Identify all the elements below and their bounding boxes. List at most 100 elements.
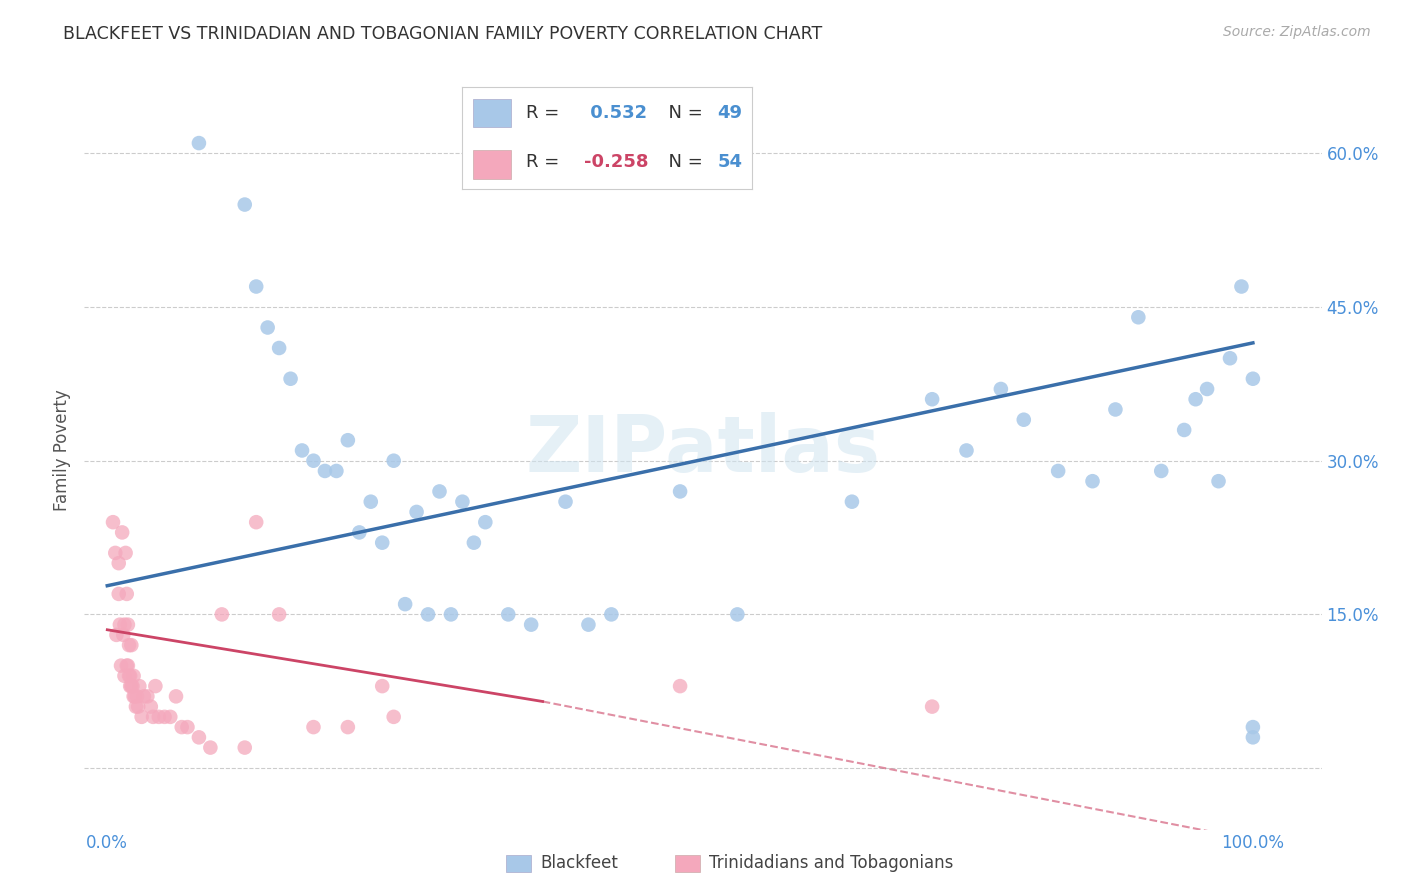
Point bbox=[139, 699, 162, 714]
Point bbox=[110, 658, 132, 673]
Point bbox=[115, 658, 138, 673]
Point bbox=[211, 607, 233, 622]
Point bbox=[1241, 372, 1264, 386]
Point bbox=[117, 658, 139, 673]
Y-axis label: Family Poverty: Family Poverty bbox=[53, 390, 72, 511]
Point bbox=[1208, 474, 1230, 488]
Point bbox=[108, 617, 131, 632]
Point bbox=[148, 710, 170, 724]
Point bbox=[117, 617, 139, 632]
Point bbox=[200, 740, 222, 755]
Point bbox=[463, 535, 485, 549]
Point bbox=[1047, 464, 1070, 478]
Point bbox=[124, 690, 146, 704]
Point bbox=[125, 699, 148, 714]
Point bbox=[114, 669, 136, 683]
Point bbox=[120, 679, 142, 693]
Point bbox=[1081, 474, 1104, 488]
Point bbox=[921, 392, 943, 407]
Point bbox=[280, 372, 302, 386]
Point bbox=[416, 607, 439, 622]
Point bbox=[955, 443, 977, 458]
Text: ZIPatlas: ZIPatlas bbox=[526, 412, 880, 489]
Point bbox=[120, 669, 142, 683]
Point bbox=[245, 515, 267, 529]
Point bbox=[382, 710, 405, 724]
Point bbox=[125, 690, 148, 704]
Point bbox=[382, 453, 405, 467]
Point bbox=[115, 587, 138, 601]
Point bbox=[394, 597, 416, 611]
Point bbox=[127, 699, 149, 714]
Point bbox=[520, 617, 543, 632]
Text: Source: ZipAtlas.com: Source: ZipAtlas.com bbox=[1223, 25, 1371, 39]
Point bbox=[165, 690, 187, 704]
Point bbox=[132, 690, 155, 704]
Point bbox=[669, 484, 692, 499]
Point bbox=[371, 535, 394, 549]
Point bbox=[245, 279, 267, 293]
Point bbox=[176, 720, 198, 734]
Point bbox=[314, 464, 336, 478]
Point bbox=[233, 197, 256, 211]
Point bbox=[325, 464, 347, 478]
Point bbox=[405, 505, 427, 519]
Point bbox=[145, 679, 167, 693]
Point bbox=[1104, 402, 1126, 417]
Point bbox=[128, 679, 150, 693]
Point bbox=[921, 699, 943, 714]
Point bbox=[669, 679, 692, 693]
Point bbox=[554, 494, 576, 508]
Point bbox=[302, 453, 325, 467]
Point bbox=[302, 720, 325, 734]
Text: Blackfeet: Blackfeet bbox=[540, 855, 617, 872]
Point bbox=[578, 617, 600, 632]
Point bbox=[112, 628, 135, 642]
Point bbox=[360, 494, 382, 508]
Point bbox=[101, 515, 124, 529]
Point bbox=[336, 434, 359, 448]
Point bbox=[170, 720, 193, 734]
Point bbox=[496, 607, 519, 622]
Point bbox=[111, 525, 134, 540]
Text: Trinidadians and Tobagonians: Trinidadians and Tobagonians bbox=[709, 855, 953, 872]
Point bbox=[104, 546, 127, 560]
Point bbox=[187, 731, 209, 745]
Point bbox=[1150, 464, 1173, 478]
Point bbox=[114, 617, 136, 632]
Point bbox=[1173, 423, 1195, 437]
Point bbox=[118, 638, 141, 652]
Point bbox=[451, 494, 474, 508]
Point bbox=[1241, 731, 1264, 745]
Point bbox=[121, 679, 143, 693]
Point bbox=[153, 710, 176, 724]
Point bbox=[105, 628, 128, 642]
Point bbox=[1230, 279, 1253, 293]
Point bbox=[600, 607, 623, 622]
Point bbox=[187, 136, 209, 150]
Text: BLACKFEET VS TRINIDADIAN AND TOBAGONIAN FAMILY POVERTY CORRELATION CHART: BLACKFEET VS TRINIDADIAN AND TOBAGONIAN … bbox=[63, 25, 823, 43]
Point bbox=[122, 690, 145, 704]
Point bbox=[1197, 382, 1219, 396]
Point bbox=[1219, 351, 1241, 366]
Point bbox=[429, 484, 451, 499]
Point bbox=[990, 382, 1012, 396]
Point bbox=[1012, 413, 1035, 427]
Point bbox=[256, 320, 278, 334]
Point bbox=[1241, 720, 1264, 734]
Point bbox=[725, 607, 748, 622]
Point bbox=[131, 710, 153, 724]
Point bbox=[1184, 392, 1206, 407]
Point bbox=[120, 679, 142, 693]
Point bbox=[349, 525, 371, 540]
Point bbox=[107, 556, 129, 570]
Point bbox=[142, 710, 165, 724]
Point bbox=[159, 710, 181, 724]
Point bbox=[336, 720, 359, 734]
Point bbox=[291, 443, 314, 458]
Point bbox=[474, 515, 496, 529]
Point bbox=[269, 341, 291, 355]
Point bbox=[841, 494, 863, 508]
Point bbox=[122, 669, 145, 683]
Point bbox=[107, 587, 129, 601]
